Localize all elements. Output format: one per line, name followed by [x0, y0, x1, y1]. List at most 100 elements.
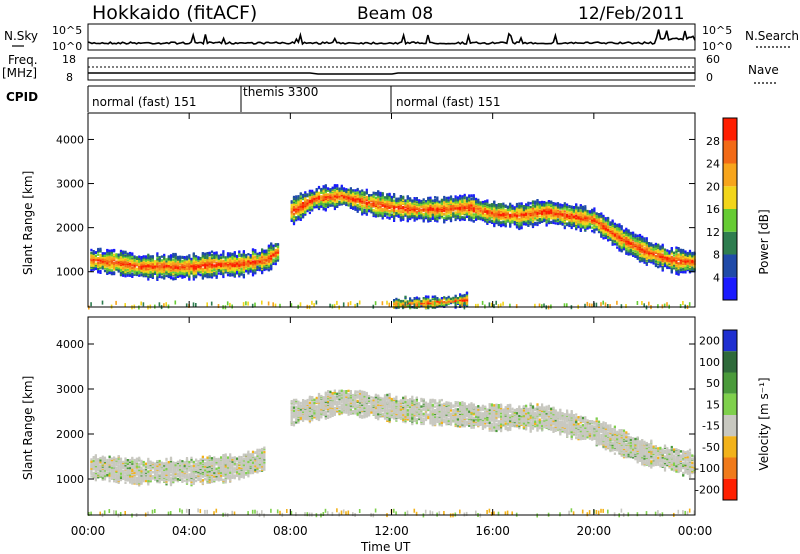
- power-cell: [374, 214, 377, 217]
- power-cell: [459, 301, 462, 304]
- power-cell: [135, 262, 138, 265]
- power-cell: [251, 265, 255, 268]
- power-cell: [429, 210, 432, 214]
- power-cell: [220, 256, 223, 259]
- power-cell: [99, 255, 102, 258]
- power-cell: [415, 210, 418, 213]
- power-cell: [247, 268, 250, 272]
- power-cell: [258, 264, 261, 267]
- power-cell: [90, 248, 93, 252]
- date-title: 12/Feb/2011: [578, 4, 684, 24]
- power-cell: [454, 195, 457, 198]
- power-cell: [156, 270, 159, 274]
- power-cell: [151, 272, 154, 276]
- power-cell: [138, 259, 141, 263]
- power-cell: [468, 194, 471, 197]
- power-cell: [119, 265, 123, 268]
- power-cell: [495, 204, 498, 207]
- power-cell: [534, 205, 537, 208]
- power-cell: [431, 213, 434, 216]
- power-cell: [201, 271, 204, 275]
- power-cell: [169, 271, 173, 274]
- power-cell: [502, 202, 505, 205]
- power-cell: [195, 271, 198, 275]
- power-cell: [563, 202, 566, 205]
- power-cell: [399, 201, 402, 204]
- power-cell: [94, 256, 97, 259]
- freq-tick-top: 18: [62, 53, 76, 66]
- power-cell: [106, 251, 109, 254]
- power-cell: [183, 264, 186, 267]
- power-cell: [349, 202, 352, 205]
- power-cell: [340, 201, 343, 204]
- power-cell: [176, 261, 179, 264]
- power-cell: [217, 254, 220, 257]
- power-cell: [386, 208, 389, 212]
- power-cell: [251, 270, 255, 274]
- power-cell: [443, 195, 446, 199]
- power-cell: [94, 254, 97, 257]
- power-cell: [274, 243, 277, 246]
- power-cell: [138, 270, 141, 273]
- power-cell: [302, 215, 305, 218]
- power-cell: [229, 259, 232, 262]
- power-cell: [393, 193, 396, 196]
- power-cell: [160, 255, 163, 258]
- power-cell: [354, 206, 357, 210]
- power-cell: [176, 257, 179, 260]
- power-cell: [306, 206, 309, 209]
- power-cell: [372, 200, 375, 203]
- power-cell: [550, 200, 553, 203]
- power-cell: [386, 202, 389, 206]
- power-cell: [206, 275, 209, 278]
- power-cell: [183, 271, 186, 275]
- power-cell: [390, 195, 393, 199]
- power-cell: [363, 210, 366, 213]
- power-cell: [217, 262, 220, 266]
- power-cell: [276, 257, 280, 260]
- power-cell: [258, 266, 261, 270]
- power-cell: [265, 263, 268, 267]
- power-cell: [463, 301, 466, 305]
- power-cell: [261, 300, 263, 305]
- power-cell: [393, 199, 396, 202]
- power-cell: [461, 195, 464, 198]
- power-cell: [306, 203, 309, 206]
- power-cell: [299, 203, 302, 206]
- power-cell: [322, 207, 325, 210]
- power-cell: [495, 300, 497, 305]
- power-cell: [226, 259, 230, 262]
- power-cell: [409, 211, 412, 215]
- power-cell: [163, 253, 166, 257]
- power-cell: [409, 208, 412, 211]
- power-cell: [299, 195, 302, 198]
- power-cell: [172, 261, 175, 265]
- power-cell: [167, 264, 170, 267]
- power-cell: [135, 264, 138, 267]
- power-cell: [338, 187, 341, 190]
- power-cell: [390, 201, 393, 204]
- power-cell: [222, 255, 225, 258]
- power-cell: [188, 269, 191, 273]
- power-cell: [144, 259, 148, 262]
- power-cell: [531, 200, 535, 203]
- power-cell: [236, 270, 239, 274]
- power-cell: [197, 265, 200, 268]
- power-cell: [306, 205, 309, 208]
- power-cell: [302, 201, 305, 205]
- power-cell: [572, 224, 575, 227]
- power-cell: [204, 266, 207, 269]
- freq-label-1: Freq.: [8, 53, 38, 67]
- power-cell: [90, 302, 92, 307]
- power-cell: [311, 197, 314, 200]
- power-cell: [440, 302, 443, 307]
- power-cell: [110, 251, 113, 254]
- nave-tick-top: 60: [706, 53, 720, 66]
- power-cell: [140, 261, 143, 265]
- power-cell: [197, 273, 200, 276]
- power-cell: [361, 189, 364, 192]
- power-cell: [138, 274, 141, 277]
- power-cell: [297, 218, 300, 221]
- power-cell: [352, 198, 355, 202]
